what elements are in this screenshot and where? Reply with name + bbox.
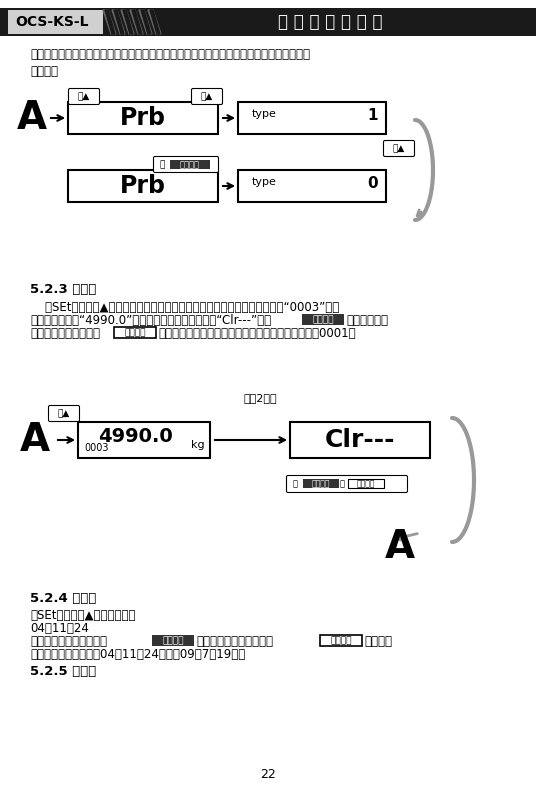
FancyBboxPatch shape	[383, 140, 414, 156]
Polygon shape	[123, 10, 133, 34]
Bar	[348, 479, 384, 488]
FancyBboxPatch shape	[48, 405, 79, 422]
Text: 下图所示例是将日期甁04年11月24日改为09年7月19日。: 下图所示例是将日期甁04年11月24日改为09年7月19日。	[30, 648, 245, 661]
Bar	[68, 102, 218, 134]
Text: type: type	[252, 109, 277, 119]
Text: Clr---: Clr---	[325, 428, 395, 452]
Text: 总的称重次数，“4990.0”表示总的重量。二秒后显示“Clr---”，按: 总的称重次数，“4990.0”表示总的重量。二秒后显示“Clr---”，按	[30, 314, 271, 327]
Text: 延时2秒后: 延时2秒后	[243, 393, 277, 403]
Text: 的已保存的重量值，按: 的已保存的重量值，按	[30, 327, 100, 340]
Text: A: A	[17, 99, 47, 137]
Bar	[320, 635, 362, 646]
Polygon shape	[114, 10, 124, 34]
Text: 在SEt菜单下按▲键，显示日期: 在SEt菜单下按▲键，显示日期	[30, 609, 136, 622]
Text: 输入所要修改的日期。按: 输入所要修改的日期。按	[30, 635, 107, 648]
Bar	[170, 159, 210, 168]
Text: kg: kg	[191, 440, 205, 450]
Polygon shape	[148, 10, 161, 34]
Text: 无 线 数 传 式 吸 秤: 无 线 数 传 式 吸 秤	[278, 13, 382, 31]
Polygon shape	[130, 10, 143, 34]
Polygon shape	[141, 10, 151, 34]
Text: 背光确认: 背光确认	[312, 315, 334, 324]
Text: 键退出。进行总清除后，当前的序号自动回到起始值0001。: 键退出。进行总清除后，当前的序号自动回到起始值0001。	[158, 327, 355, 340]
Bar	[68, 170, 218, 202]
Text: 按▲: 按▲	[78, 92, 90, 101]
Bar	[152, 635, 194, 646]
Text: 键退出。: 键退出。	[364, 635, 392, 648]
Text: 键可清除所有: 键可清除所有	[346, 314, 388, 327]
Text: A: A	[20, 421, 50, 459]
FancyBboxPatch shape	[191, 89, 222, 105]
Text: 背光确认: 背光确认	[180, 160, 200, 169]
Text: OCS-KS-L: OCS-KS-L	[15, 15, 88, 29]
Text: 5.2.3 总清除: 5.2.3 总清除	[30, 283, 96, 296]
Polygon shape	[121, 10, 134, 34]
Text: 背光确认: 背光确认	[312, 480, 330, 488]
Text: 关机取消: 关机取消	[357, 480, 375, 488]
Text: 1: 1	[368, 108, 378, 123]
Text: 0003: 0003	[84, 443, 108, 453]
Polygon shape	[132, 10, 142, 34]
Polygon shape	[139, 10, 152, 34]
Text: 5.2.5 设时间: 5.2.5 设时间	[30, 665, 96, 678]
FancyBboxPatch shape	[287, 476, 407, 492]
FancyBboxPatch shape	[69, 89, 100, 105]
Text: 背光确认: 背光确认	[162, 636, 184, 645]
Text: 按▲: 按▲	[393, 144, 405, 153]
Bar	[238, 102, 386, 134]
Text: 0: 0	[367, 176, 378, 191]
Text: 键完成一次修改。否则按: 键完成一次修改。否则按	[196, 635, 273, 648]
Text: 4990.0: 4990.0	[98, 427, 173, 446]
Polygon shape	[105, 10, 115, 34]
Text: 04．11．24: 04．11．24	[30, 622, 89, 635]
Polygon shape	[150, 10, 160, 34]
Text: 22: 22	[260, 768, 276, 781]
Text: A: A	[385, 528, 415, 566]
Text: Prb: Prb	[120, 174, 166, 198]
Text: Prb: Prb	[120, 106, 166, 130]
Text: 按▲: 按▲	[58, 409, 70, 418]
Text: 按▲: 按▲	[201, 92, 213, 101]
FancyBboxPatch shape	[153, 156, 219, 173]
Text: 按: 按	[293, 480, 298, 488]
Text: 序号、编号和日期打印时，在称重清单中不会再有单笔的序号和称重净值而只有总的次数和
累计值。: 序号、编号和日期打印时，在称重清单中不会再有单笔的序号和称重净值而只有总的次数和…	[30, 48, 310, 78]
Bar	[114, 327, 156, 338]
Text: 关机取消: 关机取消	[124, 328, 146, 337]
Polygon shape	[103, 10, 116, 34]
Text: type: type	[252, 177, 277, 187]
Text: 关机取消: 关机取消	[330, 636, 352, 645]
Text: 或: 或	[340, 480, 345, 488]
FancyBboxPatch shape	[8, 10, 103, 34]
FancyBboxPatch shape	[0, 8, 536, 36]
Bar	[303, 479, 339, 488]
Text: 在SEt菜单下按▲键，首先显示总的称重次数和总重量，在下面的例子中，“0003”表示: 在SEt菜单下按▲键，首先显示总的称重次数和总重量，在下面的例子中，“0003”…	[30, 301, 339, 314]
Bar	[290, 422, 430, 458]
Polygon shape	[112, 10, 125, 34]
Bar	[78, 422, 210, 458]
Text: 5.2.4 设日期: 5.2.4 设日期	[30, 592, 96, 605]
Bar	[238, 170, 386, 202]
Text: 按: 按	[160, 160, 166, 169]
Bar	[302, 314, 344, 325]
